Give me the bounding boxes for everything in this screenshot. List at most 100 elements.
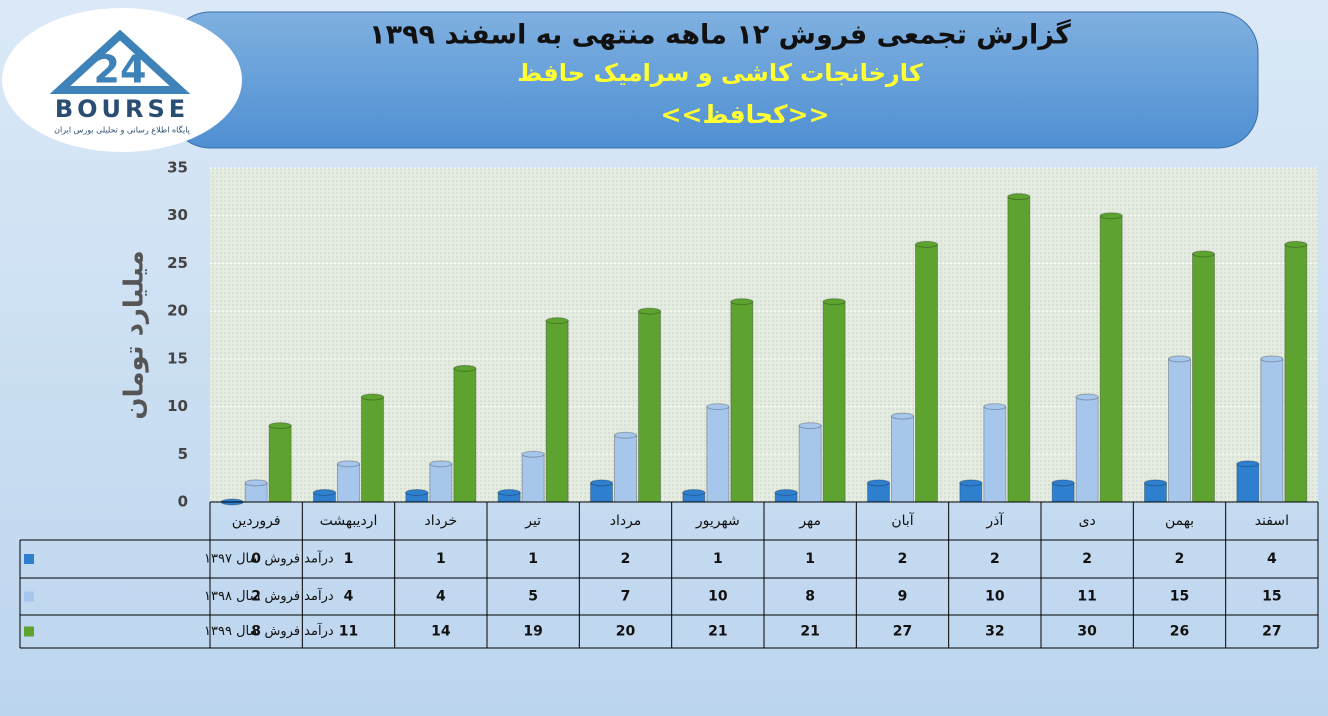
table-cell: 2 xyxy=(621,551,631,567)
bar xyxy=(1007,196,1031,503)
table-cell: 8 xyxy=(251,624,261,640)
chart-title: گزارش تجمعی فروش ۱۲ ماهه منتهی به اسفند … xyxy=(369,19,1071,51)
bar-cap xyxy=(1192,250,1215,258)
y-tick-label: 5 xyxy=(178,445,188,463)
table-cell: 30 xyxy=(1077,624,1097,640)
bar xyxy=(1168,358,1191,503)
table-cell: 2 xyxy=(990,551,1000,567)
bar xyxy=(614,434,637,503)
table-cell: 19 xyxy=(523,624,542,640)
table-cell: 4 xyxy=(1267,551,1277,567)
table-cell: 20 xyxy=(616,624,636,640)
x-tick-label: فروردین xyxy=(232,513,281,529)
bar-cap xyxy=(1236,460,1260,468)
bar xyxy=(545,320,569,503)
x-tick-label: مهر xyxy=(798,513,821,529)
bar-cap xyxy=(891,412,914,420)
bar xyxy=(521,453,545,503)
bar-cap xyxy=(774,488,798,496)
bar-cap xyxy=(959,479,983,487)
x-tick-label: اسفند xyxy=(1255,513,1289,529)
bar-cap xyxy=(497,488,521,496)
table-cell: 4 xyxy=(344,589,354,605)
legend-swatch xyxy=(24,554,34,564)
bar xyxy=(453,367,477,503)
table-cell: 0 xyxy=(251,551,261,567)
x-tick-label: بهمن xyxy=(1165,513,1194,529)
bar-cap xyxy=(429,460,453,468)
table-cell: 1 xyxy=(805,551,815,567)
table-cell: 2 xyxy=(251,589,261,605)
bar-cap xyxy=(1284,240,1308,248)
bar-cap xyxy=(521,450,545,458)
y-tick-label: 35 xyxy=(167,159,188,177)
x-tick-label: تیر xyxy=(524,513,541,529)
table-cell: 10 xyxy=(708,589,728,605)
chart: 05101520253035فروردین028اردیبهشت1411خردا… xyxy=(19,159,1319,649)
bar xyxy=(891,415,914,503)
table-cell: 21 xyxy=(708,624,727,640)
table-cell: 11 xyxy=(1077,589,1096,605)
chart-subtitle: کارخانجات کاشی و سرامیک حافظ xyxy=(517,59,922,87)
logo-bg xyxy=(2,8,242,152)
bar-cap xyxy=(405,488,429,496)
logo-tagline: پایگاه اطلاع رسانی و تحلیلی بورس ایران xyxy=(54,125,190,135)
y-tick-label: 20 xyxy=(167,302,188,320)
table-cell: 11 xyxy=(339,624,358,640)
bar-cap xyxy=(1075,393,1099,401)
bar-cap xyxy=(361,393,384,401)
bar xyxy=(983,406,1007,503)
logo-number: 24 xyxy=(94,48,147,92)
bar xyxy=(638,310,661,503)
legend-label: درآمد فروش سال ۱۳۹۸ xyxy=(204,587,334,604)
table-cell: 9 xyxy=(898,589,908,605)
legend-label: درآمد فروش سال ۱۳۹۹ xyxy=(204,622,334,639)
table-cell: 27 xyxy=(1262,624,1281,640)
bar xyxy=(822,301,846,503)
bar-cap xyxy=(590,479,613,487)
x-tick-label: مرداد xyxy=(610,513,642,529)
logo-name: BOURSE xyxy=(55,95,189,123)
x-tick-label: آبان xyxy=(891,512,914,529)
table-cell: 1 xyxy=(713,551,723,567)
y-tick-label: 0 xyxy=(178,493,188,511)
bar xyxy=(730,301,754,503)
bar xyxy=(268,425,292,503)
table-cell: 2 xyxy=(898,551,908,567)
plot-area xyxy=(210,168,1318,502)
table-cell: 7 xyxy=(621,589,631,605)
bar-cap xyxy=(1144,479,1167,487)
table-cell: 2 xyxy=(1175,551,1185,567)
y-tick-label: 10 xyxy=(167,397,188,415)
x-tick-label: اردیبهشت xyxy=(320,513,378,529)
bar-cap xyxy=(1260,355,1284,363)
y-axis-label: میلیارد تومان xyxy=(120,250,150,419)
y-tick-label: 25 xyxy=(167,254,188,272)
bar-cap xyxy=(867,479,890,487)
table-cell: 5 xyxy=(528,589,538,605)
bar-cap xyxy=(1168,355,1191,363)
bar-cap xyxy=(337,460,360,468)
bar xyxy=(915,243,938,503)
table-cell: 4 xyxy=(436,589,446,605)
bar-cap xyxy=(1051,479,1075,487)
bar-cap xyxy=(798,422,822,430)
bar-cap xyxy=(268,422,292,430)
table-cell: 1 xyxy=(528,551,538,567)
bar xyxy=(1260,358,1284,503)
x-tick-label: آذر xyxy=(985,512,1004,529)
legend-swatch xyxy=(24,626,34,637)
bar-cap xyxy=(453,364,477,372)
bar-cap xyxy=(1007,193,1031,201)
bar xyxy=(706,406,730,503)
bar-cap xyxy=(1099,212,1123,220)
bar-cap xyxy=(706,403,730,411)
table-cell: 14 xyxy=(431,624,451,640)
x-tick-label: دی xyxy=(1079,513,1096,529)
x-tick-label: شهریور xyxy=(695,513,740,529)
table-cell: 21 xyxy=(800,624,819,640)
x-tick-label: خرداد xyxy=(424,513,457,529)
bar-cap xyxy=(983,403,1007,411)
bar-cap xyxy=(244,479,268,487)
